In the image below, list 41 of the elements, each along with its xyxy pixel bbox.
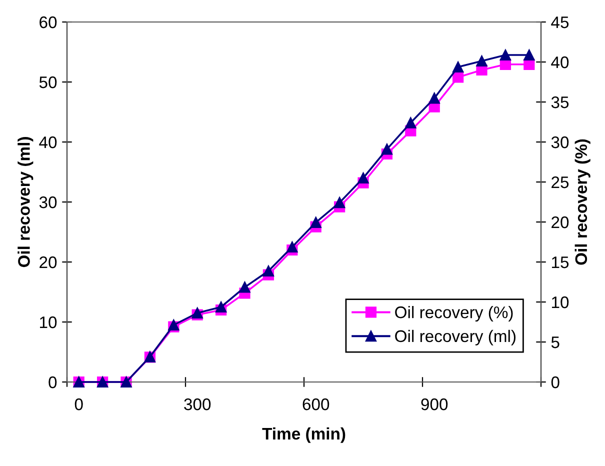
point [428, 92, 440, 104]
y-tick-label: 30 [39, 196, 57, 208]
y-axis-title: Oil recovery (ml) [18, 137, 34, 268]
point [334, 197, 346, 208]
y2-tick-label: 45 [551, 16, 569, 28]
point [452, 61, 464, 73]
y-tick-label: 50 [39, 76, 57, 88]
legend-label: Oil recovery (%) [395, 306, 513, 322]
y2-tick-label: 40 [551, 56, 569, 68]
point [476, 55, 488, 67]
y-tick-label: 40 [39, 136, 57, 148]
point [262, 265, 274, 277]
point [452, 72, 464, 83]
x-axis-title: Time (min) [262, 427, 346, 443]
y-tick-label: 10 [40, 316, 57, 328]
x-tick-label: 600 [302, 398, 330, 410]
y2-tick-label: 15 [552, 256, 569, 268]
point [381, 144, 393, 155]
y2-tick-label: 25 [552, 176, 569, 188]
legend-label: Oil recovery (ml) [395, 330, 516, 346]
point [310, 216, 322, 228]
y-tick-label: 0 [48, 376, 57, 388]
y2-tick-label: 35 [551, 96, 569, 108]
y2-tick-label: 30 [551, 136, 569, 148]
point [358, 172, 369, 184]
point [405, 117, 416, 128]
y-tick-label: 20 [40, 256, 57, 268]
y2-axis-title: Oil recovery (%) [574, 139, 590, 265]
x-tick-label: 900 [421, 398, 448, 410]
point [239, 282, 250, 293]
point [524, 49, 535, 61]
y2-tick-label: 0 [551, 376, 560, 388]
x-tick-label: 0 [74, 398, 83, 410]
x-tick-label: 300 [184, 398, 211, 410]
y2-tick-label: 5 [551, 336, 560, 348]
point [215, 301, 227, 313]
y-tick-label: 60 [40, 16, 57, 28]
y2-tick-label: 10 [552, 296, 569, 308]
point [500, 49, 512, 61]
point [286, 241, 298, 253]
y2-tick-label: 20 [552, 216, 569, 228]
